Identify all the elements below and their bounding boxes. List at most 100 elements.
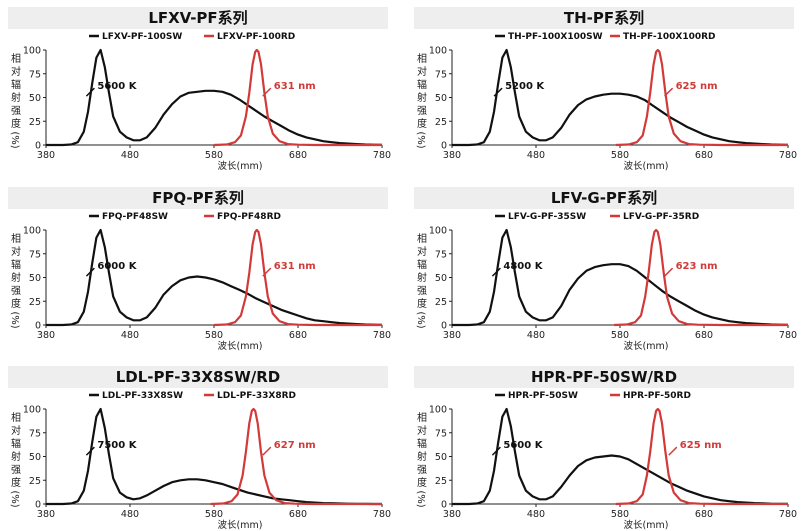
y-tick-label: 25: [435, 476, 447, 487]
y-axis-label-char: 射: [11, 451, 21, 463]
y-axis-label-char: 辐: [11, 258, 21, 271]
y-axis-label-unit: (%): [9, 490, 20, 507]
y-tick-label: 0: [441, 141, 447, 152]
x-tick-label: 480: [121, 330, 139, 341]
series-line: [615, 48, 788, 147]
y-axis-label-char: 强: [417, 105, 427, 117]
panel-hpr: HPR-PF-50SW/RD HPR-PF-50SW HPR-PF-50RD 0 25…: [410, 359, 809, 531]
y-axis-label-char: 射: [11, 92, 21, 104]
y-axis-label-char: 相: [11, 232, 21, 245]
legend-label: FPQ-PF48SW: [102, 212, 168, 222]
x-tick-label: 380: [443, 509, 461, 520]
x-axis-label: 波长(mm): [218, 340, 263, 352]
x-tick-label: 380: [37, 150, 55, 161]
y-axis-label-char: 强: [11, 464, 21, 476]
y-tick-label: 25: [29, 117, 41, 128]
y-tick-label: 75: [435, 69, 447, 80]
panel-th: TH-PF系列 TH-PF-100X100SW TH-PF-100X100RD 0 2…: [410, 0, 809, 172]
x-tick-label: 780: [373, 150, 391, 161]
x-tick-label: 480: [527, 330, 545, 341]
series-line: [210, 407, 382, 506]
y-tick-label: 50: [29, 273, 41, 284]
y-axis-label-char: 强: [417, 464, 427, 476]
y-axis-label-char: 辐: [417, 258, 427, 271]
y-axis-label-char: 相: [417, 52, 427, 65]
y-axis-label-unit: (%): [9, 131, 20, 148]
x-tick-label: 480: [121, 509, 139, 520]
annotation-label: 6000 K: [97, 261, 137, 272]
y-axis-label-char: 度: [417, 297, 427, 310]
x-tick-label: 780: [779, 509, 797, 520]
x-tick-label: 580: [205, 150, 223, 161]
legend-label: TH-PF-100X100RD: [623, 32, 716, 42]
x-tick-label: 580: [611, 150, 629, 161]
legend-label: LDL-PF-33X8RD: [217, 391, 296, 401]
y-axis-label-char: 强: [11, 105, 21, 117]
annotation-leader: [262, 446, 272, 456]
panel-title: TH-PF系列: [414, 7, 794, 29]
x-tick-label: 680: [695, 330, 713, 341]
x-axis-label: 波长(mm): [218, 160, 263, 172]
y-tick-label: 75: [435, 249, 447, 260]
x-tick-label: 680: [695, 150, 713, 161]
y-tick-label: 100: [429, 46, 447, 57]
x-axis-label: 波长(mm): [624, 519, 669, 531]
annotation-label: 5600 K: [97, 81, 137, 92]
x-tick-label: 680: [289, 509, 307, 520]
series-line: [213, 48, 382, 147]
x-tick-label: 580: [611, 509, 629, 520]
y-axis-label-char: 度: [11, 117, 21, 130]
y-axis-label-char: 射: [11, 272, 21, 284]
annotation-leader: [664, 267, 674, 277]
legend-label: HPR-PF-50RD: [623, 391, 691, 401]
annotation-leader: [491, 446, 501, 456]
x-tick-label: 680: [289, 150, 307, 161]
x-tick-label: 780: [373, 330, 391, 341]
y-axis-label-char: 射: [417, 92, 427, 104]
y-tick-label: 75: [29, 249, 41, 260]
y-axis-label-char: 辐: [11, 437, 21, 450]
panel-lfxv: LFXV-PF系列 LFXV-PF-100SW LFXV-PF-100RD 0 25 5…: [4, 0, 404, 172]
x-axis-label: 波长(mm): [624, 340, 669, 352]
spectrum-chart: TH-PF-100X100SW TH-PF-100X100RD 0 25 50 75 100…: [415, 32, 797, 172]
series-line: [452, 407, 789, 506]
y-axis-label-unit: (%): [415, 490, 426, 507]
x-tick-label: 380: [443, 150, 461, 161]
legend-label: LFXV-PF-100RD: [217, 32, 295, 42]
annotation-label: 631 nm: [274, 261, 316, 272]
spectrum-chart: LDL-PF-33X8SW LDL-PF-33X8RD 0 25 50 75 100 380 4…: [9, 391, 391, 531]
annotation-label: 4800 K: [503, 261, 543, 272]
y-axis-label-char: 度: [11, 297, 21, 310]
annotation-leader: [668, 446, 678, 456]
y-tick-label: 50: [435, 452, 447, 463]
y-tick-label: 25: [29, 297, 41, 308]
series-line: [46, 48, 383, 147]
y-axis-label-char: 度: [417, 476, 427, 489]
y-axis-label-char: 射: [417, 451, 427, 463]
y-tick-label: 100: [23, 405, 41, 416]
y-axis-label-char: 相: [11, 52, 21, 65]
y-axis-label-char: 强: [417, 285, 427, 297]
x-axis-label: 波长(mm): [624, 160, 669, 172]
annotation-label: 5600 K: [503, 440, 543, 451]
x-tick-label: 380: [443, 330, 461, 341]
y-axis-label-char: 相: [11, 411, 21, 424]
panel-title: HPR-PF-50SW/RD: [414, 366, 794, 388]
x-tick-label: 780: [373, 509, 391, 520]
spectrum-chart: LFV-G-PF-35SW LFV-G-PF-35RD 0 25 50 75 100 380 4…: [415, 212, 797, 352]
y-tick-label: 100: [429, 226, 447, 237]
x-tick-label: 480: [527, 150, 545, 161]
y-tick-label: 50: [29, 93, 41, 104]
x-axis-label: 波长(mm): [218, 519, 263, 531]
y-tick-label: 25: [435, 117, 447, 128]
x-tick-label: 380: [37, 330, 55, 341]
annotation-leader: [262, 87, 272, 97]
legend-label: FPQ-PF48RD: [217, 212, 281, 222]
x-tick-label: 780: [779, 150, 797, 161]
y-axis-label-char: 度: [417, 117, 427, 130]
panel-ldl: LDL-PF-33X8SW/RD LDL-PF-33X8SW LDL-PF-33X…: [4, 359, 404, 531]
y-axis-label-char: 辐: [11, 78, 21, 91]
panel-title: LFV-G-PF系列: [414, 187, 794, 209]
y-tick-label: 100: [23, 46, 41, 57]
